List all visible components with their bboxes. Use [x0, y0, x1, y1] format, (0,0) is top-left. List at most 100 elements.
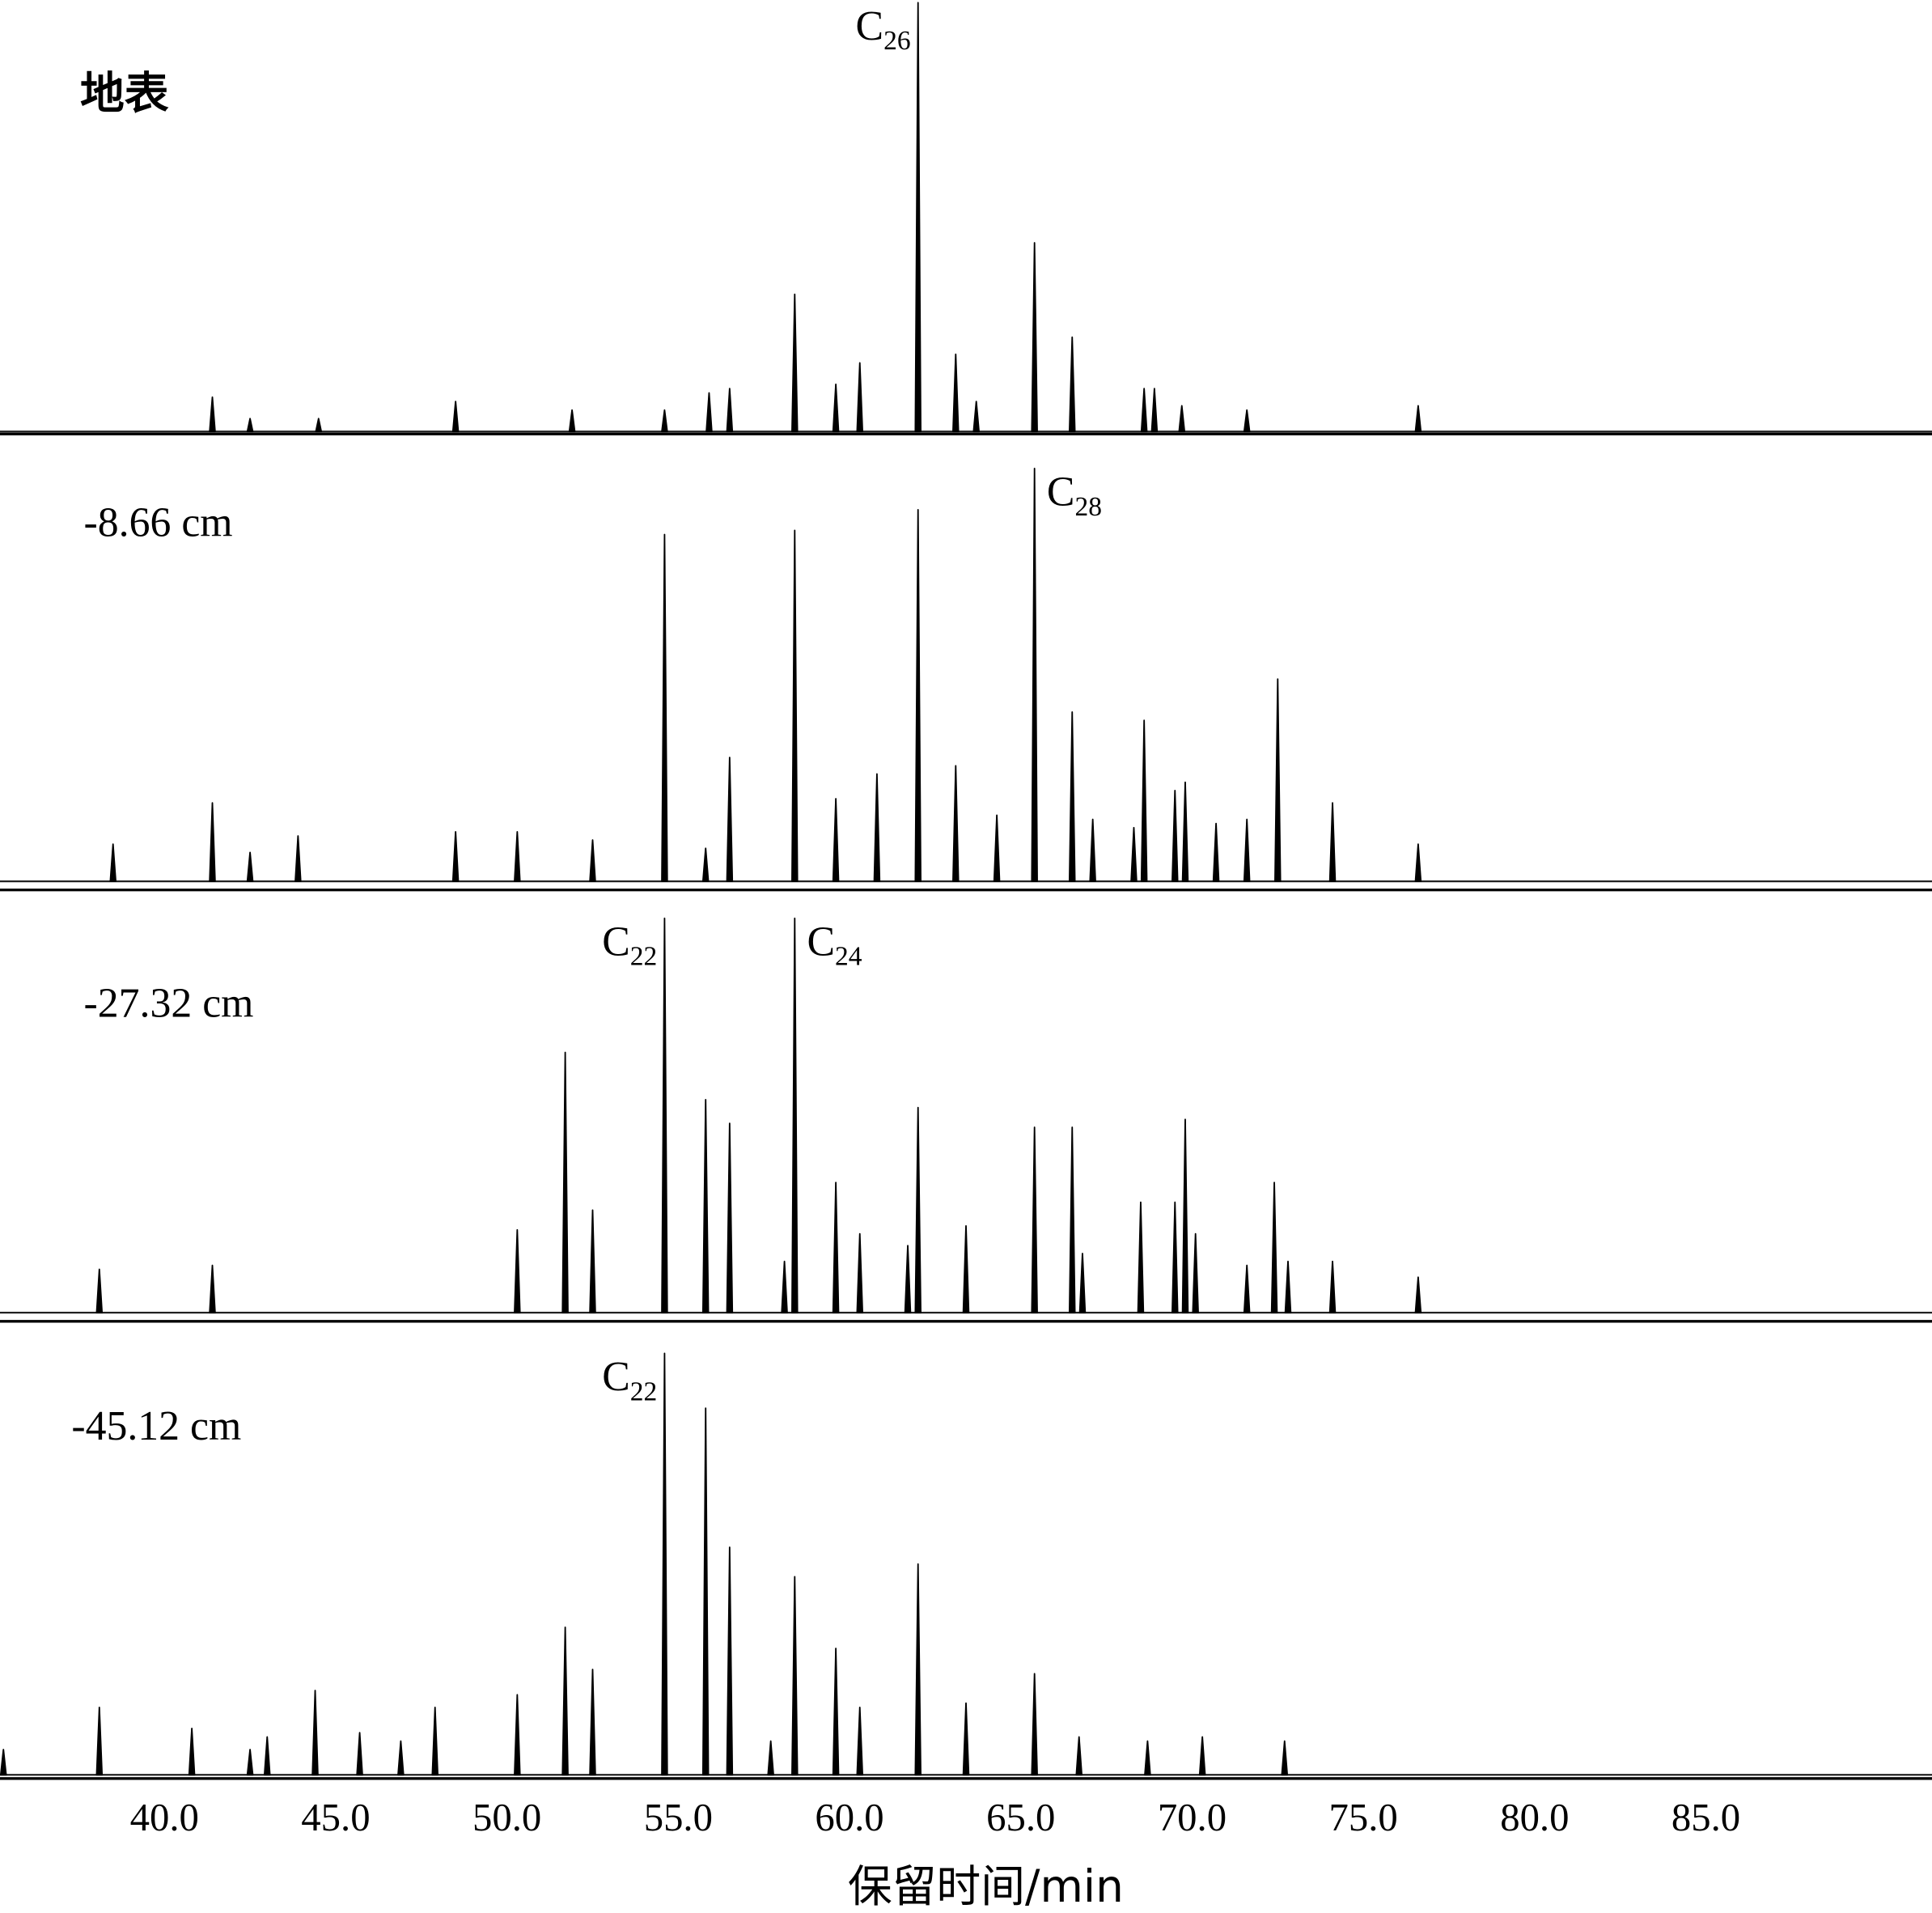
panel-label: -27.32 cm — [84, 981, 254, 1027]
peak — [246, 418, 254, 433]
peak — [589, 839, 596, 883]
peak — [661, 917, 668, 1314]
peak — [705, 392, 713, 433]
peak — [315, 418, 323, 433]
peak — [914, 509, 922, 883]
x-tick-label: 80.0 — [1500, 1796, 1569, 1839]
peak — [1068, 336, 1076, 433]
peak — [832, 384, 840, 433]
peak — [972, 401, 980, 433]
peak — [209, 1264, 216, 1314]
peak — [791, 1576, 799, 1776]
peak-label-letter: C — [856, 3, 884, 49]
peak — [1243, 409, 1251, 433]
peak — [514, 830, 521, 883]
peak — [95, 1268, 104, 1314]
peak — [356, 1732, 363, 1776]
peak — [451, 830, 460, 883]
peak — [726, 388, 734, 433]
peak-label-subscript: 22 — [630, 942, 658, 972]
peak — [1198, 1736, 1206, 1776]
peak-label-subscript: 26 — [883, 26, 910, 56]
peak — [1328, 802, 1337, 883]
peak — [1140, 388, 1148, 433]
peak — [701, 847, 710, 883]
peak — [246, 851, 254, 883]
peak — [1243, 1264, 1251, 1314]
peak — [1270, 1181, 1278, 1314]
peak — [311, 1690, 319, 1776]
x-axis-title: 保留时间/min — [848, 1860, 1124, 1912]
peak-label-letter: C — [1047, 469, 1075, 515]
peak-label-letter: C — [602, 918, 630, 965]
peak-label-subscript: 22 — [630, 1376, 658, 1406]
peak — [856, 362, 864, 433]
peak-label: C22 — [602, 1354, 657, 1406]
peak — [1031, 1126, 1038, 1314]
peak-label: C28 — [1047, 469, 1102, 522]
peak — [1137, 1201, 1145, 1314]
peak — [1089, 818, 1096, 883]
x-tick-label: 40.0 — [130, 1796, 199, 1839]
peak — [726, 757, 734, 883]
peak — [832, 1181, 840, 1314]
x-tick-label: 45.0 — [301, 1796, 370, 1839]
peak — [246, 1749, 254, 1776]
peak — [561, 1627, 569, 1776]
peak-label-letter: C — [602, 1354, 630, 1400]
peak — [1192, 1232, 1199, 1314]
peak — [514, 1228, 521, 1314]
peak — [1031, 467, 1038, 883]
peak — [294, 835, 302, 883]
peak — [1274, 678, 1282, 883]
peak — [952, 765, 960, 883]
peak — [791, 529, 799, 883]
peak — [781, 1260, 788, 1314]
panel-label: -8.66 cm — [84, 500, 233, 546]
peak — [914, 1563, 922, 1776]
peak — [962, 1702, 970, 1776]
peak-label: C22 — [602, 918, 657, 971]
peak — [952, 353, 960, 433]
peak — [589, 1669, 596, 1776]
peak — [1140, 719, 1148, 883]
peak — [1171, 789, 1179, 883]
peak — [1414, 843, 1422, 883]
peak — [1212, 822, 1220, 883]
peak — [397, 1740, 405, 1776]
peak — [1031, 1673, 1038, 1776]
x-tick-label: 50.0 — [472, 1796, 541, 1839]
peak-label-subscript: 28 — [1074, 492, 1102, 522]
peak — [95, 1706, 104, 1776]
peak — [1281, 1740, 1289, 1776]
peak — [767, 1740, 774, 1776]
peak — [1181, 781, 1189, 883]
peak — [701, 1099, 710, 1314]
x-tick-label: 70.0 — [1158, 1796, 1227, 1839]
x-tick-label: 75.0 — [1329, 1796, 1398, 1839]
peak — [0, 1749, 7, 1776]
peak — [188, 1728, 196, 1776]
peak — [1075, 1736, 1083, 1776]
peak-label: C26 — [856, 3, 911, 56]
peak-label-letter: C — [807, 918, 836, 965]
peak — [1078, 1253, 1087, 1314]
peak — [209, 802, 216, 883]
peak — [514, 1694, 521, 1776]
peak — [1181, 1118, 1189, 1314]
peak — [1144, 1740, 1151, 1776]
peak — [701, 1407, 710, 1776]
peak — [1031, 242, 1038, 433]
peak-label: C24 — [807, 918, 862, 971]
peak — [832, 1648, 840, 1776]
peak — [568, 409, 576, 433]
peak — [873, 773, 881, 883]
peak — [1068, 1126, 1076, 1314]
peak — [962, 1225, 970, 1314]
peak-label-subscript: 24 — [835, 942, 862, 972]
peak — [661, 409, 668, 433]
peak — [1171, 1201, 1179, 1314]
peak — [791, 917, 799, 1314]
